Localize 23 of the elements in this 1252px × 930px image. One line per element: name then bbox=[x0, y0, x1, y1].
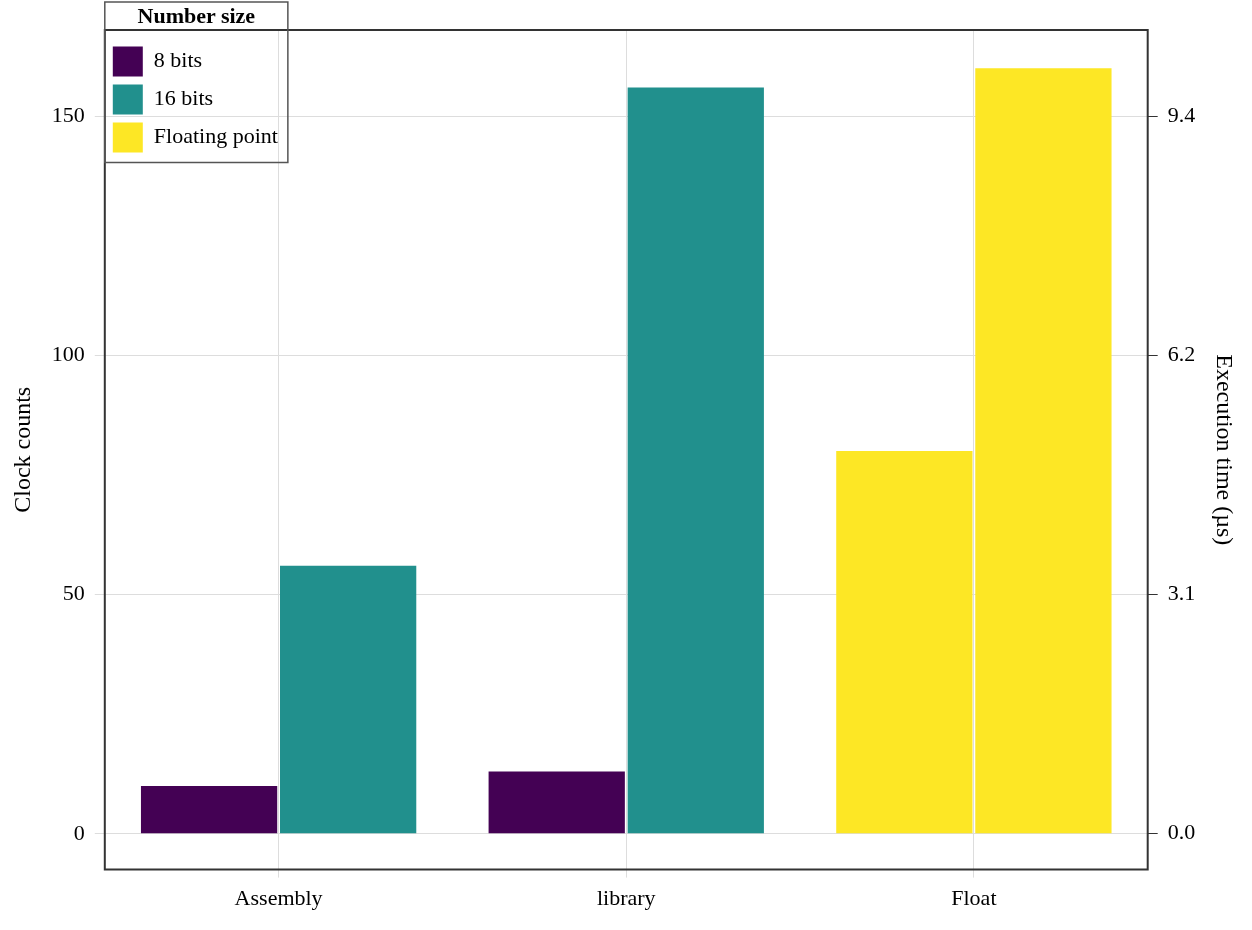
legend-label: Floating point bbox=[153, 123, 278, 149]
y-tick-label: 150 bbox=[51, 101, 85, 127]
x-tick-label: Float bbox=[951, 884, 997, 910]
y-tick-label: 100 bbox=[51, 341, 85, 367]
bar bbox=[140, 785, 278, 834]
bar bbox=[975, 68, 1112, 834]
y-tick-label: 50 bbox=[62, 580, 85, 606]
bar bbox=[836, 451, 973, 834]
x-tick-label: Assembly bbox=[234, 884, 323, 910]
y2-tick-label: 9.4 bbox=[1167, 101, 1196, 127]
y2-axis-title: Execution time (µs) bbox=[1212, 354, 1239, 546]
bar bbox=[280, 565, 417, 834]
legend-label: 8 bits bbox=[153, 47, 203, 73]
y2-tick-label: 3.1 bbox=[1167, 580, 1196, 606]
legend-title: Number size bbox=[137, 2, 256, 28]
y2-tick-label: 6.2 bbox=[1167, 341, 1196, 367]
y-axis-title: Clock counts bbox=[8, 386, 35, 513]
y2-tick-label: 0.0 bbox=[1167, 819, 1196, 845]
x-tick-label: library bbox=[596, 884, 656, 910]
bar bbox=[488, 771, 625, 834]
y-tick-label: 0 bbox=[73, 819, 85, 845]
legend-label: 16 bits bbox=[153, 85, 214, 111]
bar bbox=[627, 87, 764, 834]
